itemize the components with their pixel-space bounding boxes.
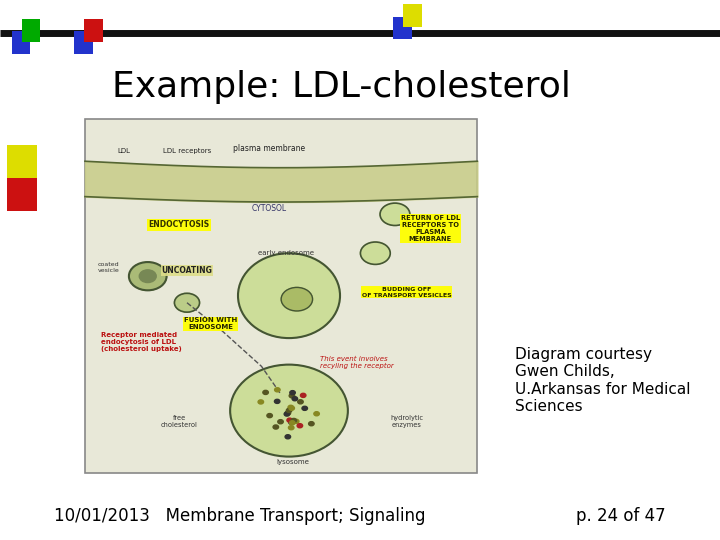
- Text: plasma membrane: plasma membrane: [233, 144, 305, 153]
- Circle shape: [289, 426, 294, 430]
- Bar: [7, 177, 37, 211]
- Circle shape: [263, 390, 269, 394]
- Text: Receptor mediated
endocytosis of LDL
(cholesterol uptake): Receptor mediated endocytosis of LDL (ch…: [101, 332, 181, 352]
- Bar: [85, 119, 477, 472]
- Circle shape: [278, 420, 283, 424]
- Circle shape: [287, 408, 292, 413]
- Circle shape: [287, 418, 292, 422]
- Circle shape: [288, 406, 294, 409]
- Text: BUDDING OFF
OF TRANSPORT VESICLES: BUDDING OFF OF TRANSPORT VESICLES: [362, 287, 451, 298]
- Text: early endosome: early endosome: [258, 250, 314, 256]
- Circle shape: [380, 203, 410, 226]
- Circle shape: [291, 418, 297, 422]
- Circle shape: [289, 406, 294, 410]
- Circle shape: [297, 400, 303, 404]
- Circle shape: [258, 400, 264, 404]
- Circle shape: [289, 394, 294, 398]
- Text: p. 24 of 47: p. 24 of 47: [577, 507, 666, 525]
- Text: UNCOATING: UNCOATING: [161, 266, 212, 275]
- Text: 10/01/2013   Membrane Transport; Signaling: 10/01/2013 Membrane Transport; Signaling: [54, 507, 426, 525]
- Text: coated
vesicle: coated vesicle: [98, 262, 120, 273]
- Circle shape: [292, 397, 297, 401]
- Ellipse shape: [230, 364, 348, 457]
- Circle shape: [274, 388, 280, 392]
- Text: LDL: LDL: [117, 147, 131, 154]
- Circle shape: [361, 242, 390, 265]
- Circle shape: [282, 287, 312, 311]
- Text: Diagram courtesy
Gwen Childs,
U.Arkansas for Medical
Sciences: Diagram courtesy Gwen Childs, U.Arkansas…: [515, 347, 690, 414]
- Circle shape: [294, 419, 299, 423]
- Text: Example: LDL-cholesterol: Example: LDL-cholesterol: [112, 71, 570, 104]
- Bar: [403, 4, 422, 27]
- Circle shape: [314, 411, 320, 416]
- Text: free
cholesterol: free cholesterol: [161, 415, 197, 428]
- Circle shape: [285, 411, 291, 415]
- Circle shape: [290, 390, 295, 395]
- Circle shape: [302, 406, 307, 410]
- Bar: [74, 31, 93, 54]
- Circle shape: [129, 262, 166, 291]
- Circle shape: [289, 420, 294, 424]
- Bar: [393, 17, 412, 39]
- Text: ENDOCYTOSIS: ENDOCYTOSIS: [148, 220, 210, 230]
- Circle shape: [289, 421, 295, 425]
- Text: CYTOSOL: CYTOSOL: [252, 205, 287, 213]
- Text: RETURN OF LDL
RECEPTORS TO
PLASMA
MEMBRANE: RETURN OF LDL RECEPTORS TO PLASMA MEMBRA…: [400, 215, 460, 242]
- Circle shape: [300, 393, 306, 397]
- Text: This event involves
recyling the receptor: This event involves recyling the recepto…: [320, 356, 394, 369]
- Circle shape: [139, 270, 156, 282]
- Circle shape: [309, 422, 314, 426]
- Text: lysosome: lysosome: [276, 459, 310, 465]
- Bar: [22, 19, 40, 42]
- Bar: [7, 145, 37, 178]
- Bar: [84, 19, 103, 42]
- Circle shape: [274, 399, 280, 403]
- Text: hydrolytic
enzymes: hydrolytic enzymes: [390, 415, 423, 428]
- Bar: [12, 31, 30, 54]
- Circle shape: [285, 435, 291, 439]
- Circle shape: [284, 412, 289, 416]
- Circle shape: [297, 424, 302, 428]
- Text: FUSION WITH
ENDOSOME: FUSION WITH ENDOSOME: [184, 318, 237, 330]
- Circle shape: [267, 414, 272, 417]
- Circle shape: [273, 425, 279, 429]
- Ellipse shape: [238, 253, 340, 338]
- Text: LDL receptors: LDL receptors: [163, 147, 211, 154]
- Circle shape: [174, 293, 199, 312]
